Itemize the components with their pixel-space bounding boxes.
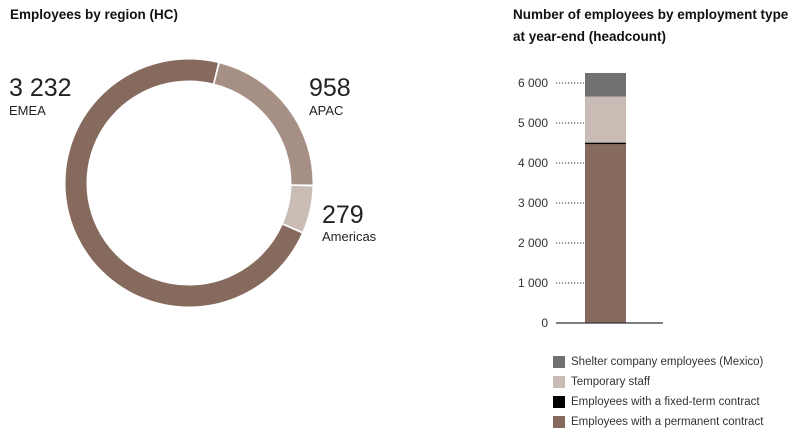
legend-label-permanent: Employees with a permanent contract <box>571 416 764 428</box>
donut-chart-title: Employees by region (HC) <box>10 7 179 22</box>
emea-label: EMEA <box>9 103 46 118</box>
legend-label-temporary: Temporary staff <box>571 376 651 388</box>
legend-item-temporary: Temporary staff <box>553 372 763 392</box>
bar-segment-employees-with-a-permanent-contract <box>585 144 626 323</box>
y-tick-label: 3 000 <box>518 196 548 210</box>
legend-label-shelter: Shelter company employees (Mexico) <box>571 356 764 368</box>
donut-slice-apac <box>214 63 313 185</box>
legend-item-permanent: Employees with a permanent contract <box>553 412 763 432</box>
y-tick-label: 4 000 <box>518 156 548 170</box>
y-tick-label: 0 <box>541 316 548 330</box>
legend-item-shelter: Shelter company employees (Mexico) <box>553 352 763 372</box>
legend-swatch-temporary <box>553 376 565 388</box>
americas-label: Americas <box>322 229 377 244</box>
apac-label: APAC <box>309 103 344 118</box>
bar-segment-employees-with-a-fixed-term-contract <box>585 142 626 145</box>
bar-legend: Shelter company employees (Mexico) Tempo… <box>553 352 763 432</box>
emea-value-label: 3 232 <box>9 74 72 102</box>
bar-segment-shelter-company-employees-mexico <box>585 73 626 97</box>
donut-slice-americas <box>283 185 313 232</box>
donut-slice-emea <box>65 59 302 307</box>
bar-segment-temporary-staff <box>585 96 626 143</box>
apac-value-label: 958 <box>309 74 351 102</box>
legend-swatch-shelter <box>553 356 565 368</box>
y-tick-label: 2 000 <box>518 236 548 250</box>
legend-swatch-fixed-term <box>553 396 565 408</box>
americas-value-label: 279 <box>322 201 364 229</box>
bar-chart-title: Number of employees by employment type a… <box>513 7 789 44</box>
y-tick-label: 1 000 <box>518 276 548 290</box>
y-tick-label: 6 000 <box>518 76 548 90</box>
y-tick-label: 5 000 <box>518 116 548 130</box>
legend-item-fixed-term: Employees with a fixed-term contract <box>553 392 763 412</box>
legend-swatch-permanent <box>553 416 565 428</box>
legend-label-fixed-term: Employees with a fixed-term contract <box>571 396 760 408</box>
